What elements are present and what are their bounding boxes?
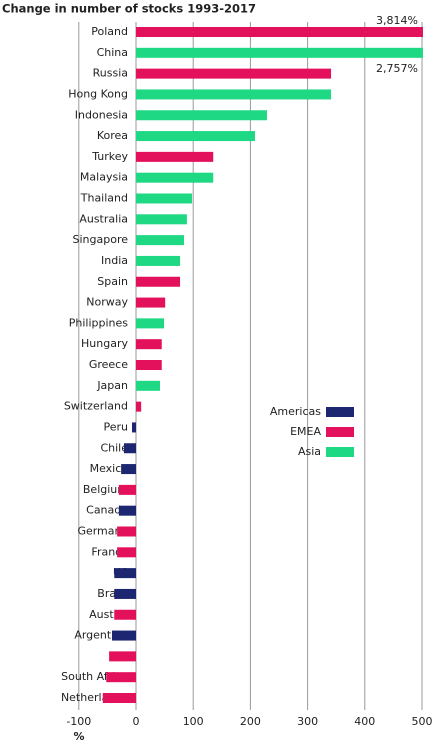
- y-tick-label: Hungary: [81, 337, 128, 350]
- x-tick-label: 200: [240, 715, 261, 728]
- bar: [136, 276, 181, 287]
- chart-title: Change in number of stocks 1993-2017: [2, 2, 256, 16]
- y-tick-label: Hong Kong: [68, 87, 128, 100]
- y-tick-label: Greece: [89, 358, 128, 371]
- legend-label: Americas: [270, 405, 321, 418]
- legend-label: EMEA: [290, 425, 321, 438]
- x-tick-label: 300: [297, 715, 318, 728]
- x-axis-label: %: [73, 730, 84, 743]
- legend-swatch: [326, 407, 354, 417]
- y-tick-label: Thailand: [80, 192, 128, 205]
- y-tick-label: Japan: [96, 379, 128, 392]
- bars: [102, 27, 423, 703]
- bar: [136, 339, 162, 350]
- bar: [118, 505, 136, 516]
- y-tick-label: Peru: [103, 420, 128, 433]
- bar: [136, 360, 162, 370]
- bar: [118, 484, 136, 495]
- bar: [111, 630, 136, 641]
- bar: [117, 526, 136, 537]
- y-tick-label: Chile: [100, 441, 128, 454]
- y-tick-label: Norway: [86, 296, 128, 309]
- bar: [136, 214, 187, 225]
- y-tick-label: China: [97, 46, 128, 59]
- y-tick-label: Malaysia: [80, 171, 128, 184]
- legend-swatch: [326, 447, 354, 457]
- x-tick-label: -100: [66, 715, 91, 728]
- y-tick-label: Turkey: [91, 150, 128, 163]
- x-tick-label: 500: [412, 715, 433, 728]
- x-tick-label: 400: [354, 715, 375, 728]
- bar: [114, 588, 136, 599]
- bar: [106, 672, 136, 683]
- x-tick-label: 0: [133, 715, 140, 728]
- y-tick-label: India: [101, 254, 128, 267]
- bar: [121, 464, 136, 475]
- bar: [136, 255, 181, 266]
- y-tick-label: Philippines: [69, 316, 129, 329]
- y-tick-label: Switzerland: [64, 400, 128, 413]
- bar: [136, 297, 166, 308]
- bar: [136, 380, 161, 391]
- y-tick-label: Australia: [79, 212, 128, 225]
- bar: [102, 693, 136, 703]
- y-tick-label: Belgium: [83, 483, 128, 496]
- bar: [123, 443, 136, 454]
- y-tick-label: Indonesia: [75, 108, 128, 121]
- y-tick-label: Mexico: [90, 462, 129, 475]
- bar: [114, 609, 136, 620]
- y-tick-label: Poland: [91, 25, 128, 38]
- bar: [136, 235, 185, 246]
- x-tick-label: 100: [183, 715, 204, 728]
- bar: [136, 151, 214, 162]
- bar: [136, 27, 423, 37]
- bar: [109, 651, 136, 662]
- y-tick-label: Spain: [97, 275, 128, 288]
- bar: [117, 547, 136, 558]
- bar: [136, 68, 332, 79]
- bar: [114, 568, 136, 579]
- legend-swatch: [326, 427, 354, 437]
- bar: [136, 47, 423, 58]
- bar: [131, 422, 136, 433]
- bar: [136, 318, 165, 329]
- legend-label: Asia: [298, 445, 321, 458]
- bar: [136, 110, 267, 121]
- y-tick-label: Germany: [77, 525, 128, 538]
- bar: [136, 89, 332, 100]
- bar: [136, 401, 142, 412]
- y-tick-label: Korea: [97, 129, 128, 142]
- bar: [136, 131, 255, 142]
- y-tick-label: Russia: [93, 67, 128, 80]
- y-tick-label: Singapore: [73, 233, 129, 246]
- value-label: 2,757%: [376, 62, 418, 75]
- y-tick-label: Canada: [86, 504, 128, 517]
- bar: [136, 172, 214, 183]
- bar: [136, 193, 193, 204]
- value-label: 3,814%: [376, 14, 418, 27]
